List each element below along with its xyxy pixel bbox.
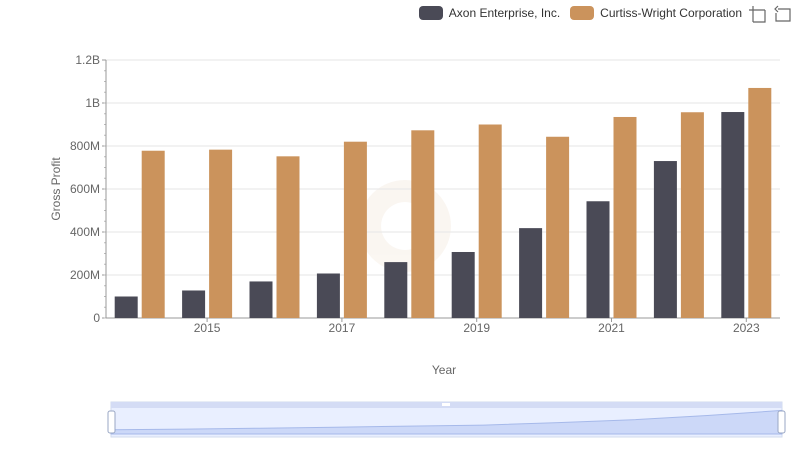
bar-axon-2014[interactable] (114, 296, 138, 319)
bar-curtiss-wright-2014[interactable] (141, 150, 165, 318)
bar-axon-2015[interactable] (182, 290, 206, 318)
bar-curtiss-wright-2015[interactable] (209, 149, 233, 318)
slider-handle-left[interactable] (107, 410, 116, 434)
watermark-logo (359, 180, 451, 272)
bar-axon-2017[interactable] (316, 273, 340, 318)
y-tick-label: 400M (70, 225, 100, 239)
legend-item-axon[interactable]: Axon Enterprise, Inc. (418, 6, 561, 20)
bar-axon-2016[interactable] (249, 281, 273, 318)
legend-item-curtiss-wright[interactable]: Curtiss-Wright Corporation (570, 6, 742, 20)
y-axis-title: Gross Profit (49, 157, 63, 221)
zoom-icon[interactable] (748, 5, 766, 23)
bar-axon-2022[interactable] (653, 161, 677, 318)
bar-axon-2018[interactable] (384, 262, 408, 318)
bar-curtiss-wright-2016[interactable] (276, 156, 300, 318)
bar-curtiss-wright-2018[interactable] (411, 130, 435, 318)
legend-label-axon: Axon Enterprise, Inc. (448, 6, 561, 20)
slider-grip[interactable] (442, 403, 450, 406)
y-tick-label: 800M (70, 139, 100, 153)
bar-curtiss-wright-2022[interactable] (680, 112, 704, 319)
y-tick-label: 0 (93, 311, 100, 325)
bar-curtiss-wright-2021[interactable] (613, 116, 637, 318)
data-zoom-slider[interactable] (107, 401, 786, 438)
legend-swatch-curtiss-wright (570, 6, 595, 20)
x-tick-label: 2017 (329, 321, 356, 335)
bar-curtiss-wright-2020[interactable] (546, 136, 570, 318)
chart-legend: Axon Enterprise, Inc. Curtiss-Wright Cor… (418, 4, 742, 22)
slider-handle-right[interactable] (777, 410, 786, 434)
bar-curtiss-wright-2017[interactable] (343, 141, 367, 318)
bar-axon-2021[interactable] (586, 201, 610, 318)
x-tick-label: 2019 (463, 321, 490, 335)
x-tick-label: 2021 (598, 321, 625, 335)
bar-axon-2023[interactable] (721, 112, 745, 318)
chart-toolbox (748, 5, 792, 23)
legend-swatch-axon (418, 6, 443, 20)
bars-group (114, 87, 772, 319)
bar-axon-2019[interactable] (451, 251, 475, 318)
y-tick-label: 1B (85, 96, 100, 110)
y-tick-label: 600M (70, 182, 100, 196)
y-tick-label: 200M (70, 268, 100, 282)
y-tick-label: 1.2B (75, 53, 100, 67)
bar-curtiss-wright-2023[interactable] (748, 87, 772, 318)
legend-label-curtiss-wright: Curtiss-Wright Corporation (600, 6, 742, 20)
bar-curtiss-wright-2019[interactable] (478, 124, 502, 319)
x-axis-title: Year (432, 363, 456, 377)
x-tick-label: 2015 (194, 321, 221, 335)
x-tick-label: 2023 (733, 321, 760, 335)
slider-preview-area (110, 409, 783, 435)
bar-axon-2020[interactable] (519, 228, 543, 318)
restore-icon[interactable] (774, 5, 792, 23)
